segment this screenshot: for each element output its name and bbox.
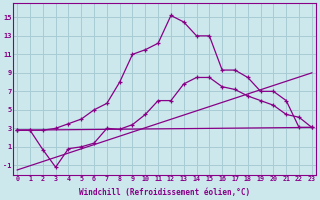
X-axis label: Windchill (Refroidissement éolien,°C): Windchill (Refroidissement éolien,°C) (79, 188, 250, 197)
